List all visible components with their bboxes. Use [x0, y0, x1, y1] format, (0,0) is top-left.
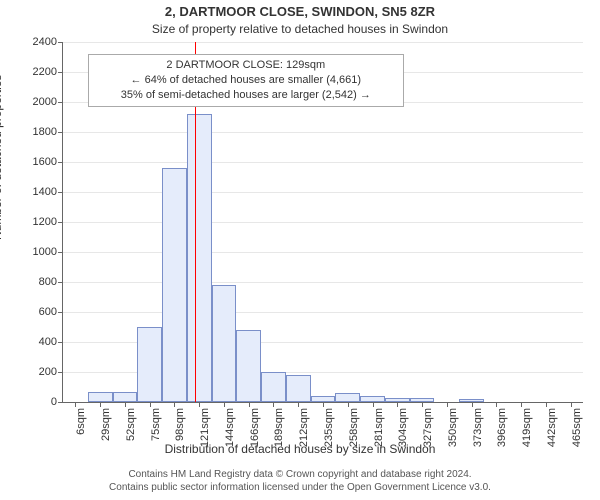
ytick-mark — [58, 312, 63, 313]
xtick-mark — [496, 402, 497, 407]
annotation-line: 2 DARTMOOR CLOSE: 129sqm — [95, 58, 397, 73]
xtick-mark — [422, 402, 423, 407]
xtick-label: 29sqm — [100, 408, 112, 441]
ytick-mark — [58, 252, 63, 253]
xtick-mark — [249, 402, 250, 407]
credits: Contains HM Land Registry data © Crown c… — [0, 468, 600, 494]
y-axis-label: Number of detached properties — [0, 75, 4, 240]
bar — [261, 372, 286, 402]
annotation-line: ← 64% of detached houses are smaller (4,… — [95, 73, 397, 88]
gridline — [63, 42, 583, 43]
xtick-mark — [75, 402, 76, 407]
xtick-mark — [199, 402, 200, 407]
ytick-label: 2400 — [33, 36, 57, 48]
ytick-label: 1800 — [33, 126, 57, 138]
xtick-mark — [397, 402, 398, 407]
ytick-label: 600 — [39, 306, 57, 318]
gridline — [63, 252, 583, 253]
xtick-label: 6sqm — [75, 408, 87, 435]
xtick-label: 52sqm — [125, 408, 137, 441]
gridline — [63, 192, 583, 193]
xtick-mark — [447, 402, 448, 407]
credits-line-1: Contains HM Land Registry data © Crown c… — [0, 468, 600, 481]
xtick-mark — [150, 402, 151, 407]
ytick-label: 2000 — [33, 96, 57, 108]
ytick-mark — [58, 42, 63, 43]
xtick-label: 75sqm — [150, 408, 162, 441]
bar — [236, 330, 261, 402]
bar — [187, 114, 212, 402]
bar — [286, 375, 311, 402]
ytick-label: 1200 — [33, 216, 57, 228]
x-axis-title: Distribution of detached houses by size … — [0, 442, 600, 456]
xtick-mark — [100, 402, 101, 407]
ytick-mark — [58, 282, 63, 283]
chart-container: 2, DARTMOOR CLOSE, SWINDON, SN5 8ZR Size… — [0, 0, 600, 500]
gridline — [63, 132, 583, 133]
annotation-line: 35% of semi-detached houses are larger (… — [95, 88, 397, 103]
gridline — [63, 312, 583, 313]
ytick-label: 0 — [51, 396, 57, 408]
bar — [335, 393, 360, 402]
xtick-mark — [125, 402, 126, 407]
xtick-mark — [323, 402, 324, 407]
bar — [113, 392, 138, 403]
xtick-mark — [571, 402, 572, 407]
ytick-mark — [58, 192, 63, 193]
bar — [212, 285, 237, 402]
ytick-label: 2200 — [33, 66, 57, 78]
xtick-mark — [373, 402, 374, 407]
xtick-mark — [224, 402, 225, 407]
chart-title-sub: Size of property relative to detached ho… — [0, 22, 600, 36]
ytick-mark — [58, 132, 63, 133]
ytick-mark — [58, 402, 63, 403]
gridline — [63, 162, 583, 163]
gridline — [63, 222, 583, 223]
xtick-mark — [298, 402, 299, 407]
ytick-mark — [58, 222, 63, 223]
xtick-mark — [174, 402, 175, 407]
bar — [137, 327, 162, 402]
ytick-mark — [58, 102, 63, 103]
ytick-mark — [58, 372, 63, 373]
bar — [162, 168, 187, 402]
bar — [88, 392, 113, 403]
xtick-mark — [546, 402, 547, 407]
gridline — [63, 282, 583, 283]
ytick-label: 1400 — [33, 186, 57, 198]
ytick-mark — [58, 162, 63, 163]
plot-area: 0200400600800100012001400160018002000220… — [62, 42, 583, 403]
ytick-mark — [58, 342, 63, 343]
xtick-mark — [472, 402, 473, 407]
annotation-box: 2 DARTMOOR CLOSE: 129sqm← 64% of detache… — [88, 54, 404, 107]
ytick-label: 1000 — [33, 246, 57, 258]
xtick-label: 98sqm — [174, 408, 186, 441]
ytick-mark — [58, 72, 63, 73]
ytick-label: 800 — [39, 276, 57, 288]
credits-line-2: Contains public sector information licen… — [0, 481, 600, 494]
ytick-label: 1600 — [33, 156, 57, 168]
ytick-label: 200 — [39, 366, 57, 378]
ytick-label: 400 — [39, 336, 57, 348]
xtick-mark — [273, 402, 274, 407]
xtick-mark — [348, 402, 349, 407]
xtick-mark — [521, 402, 522, 407]
chart-title-main: 2, DARTMOOR CLOSE, SWINDON, SN5 8ZR — [0, 4, 600, 19]
